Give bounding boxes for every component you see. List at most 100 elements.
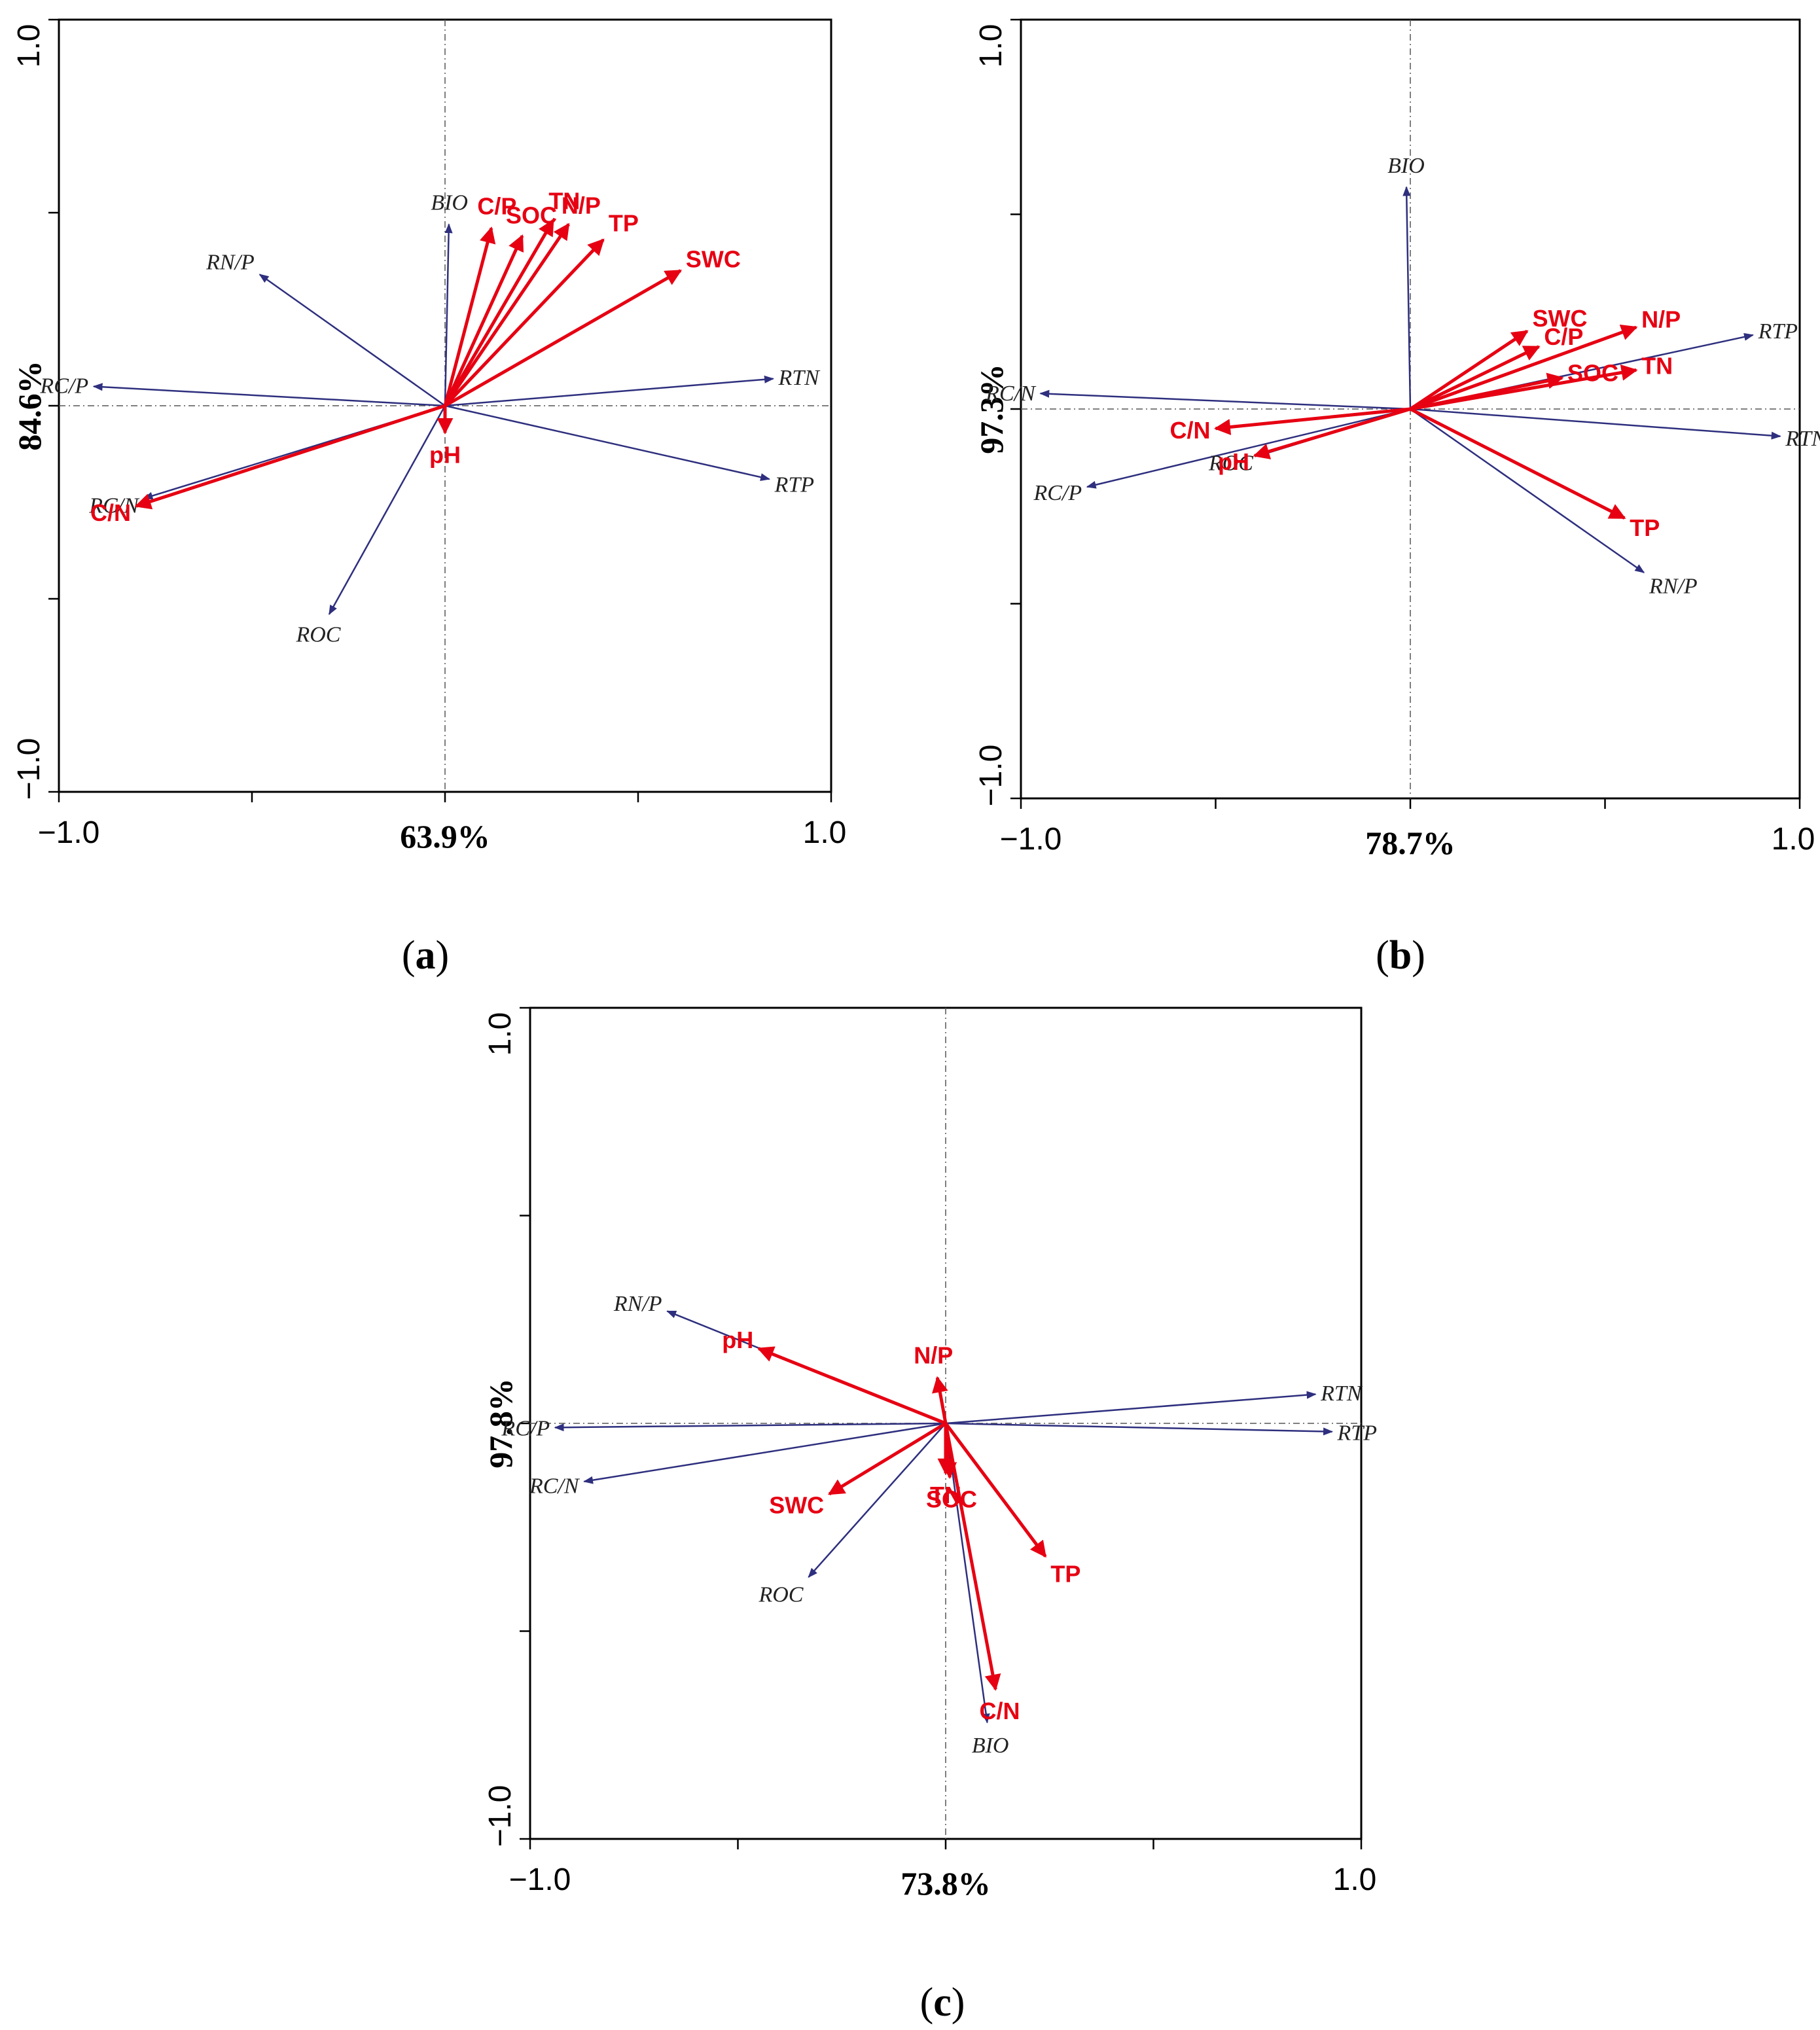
explanatory-label-n-p: N/P xyxy=(562,192,601,219)
panel-a: −1.0 1.0 1.0 −1.0 63.9% 84.6% BIO RN/P RC/P RTN RT… xyxy=(11,18,847,978)
response-vector-rn-p xyxy=(1410,408,1645,573)
response-vector-rc-n xyxy=(583,1422,946,1484)
caption-close: ) xyxy=(1412,933,1425,978)
y-tick-label-min: −1.0 xyxy=(483,1785,518,1847)
explanatory-vector-c-n xyxy=(134,404,446,510)
response-vector-rc-p xyxy=(554,1422,946,1432)
explanatory-vector-n-p xyxy=(1410,324,1638,411)
response-label-rtn: RTN xyxy=(1785,427,1820,451)
explanatory-vector-soc xyxy=(443,234,524,407)
caption-open: ( xyxy=(402,933,416,978)
explanatory-vector-swc xyxy=(828,1421,947,1496)
explanatory-label-n-p: N/P xyxy=(914,1342,953,1369)
explanatory-label-ph: pH xyxy=(429,441,461,468)
explanatory-label-tn: TN xyxy=(548,187,580,214)
explanatory-label-ph: pH xyxy=(722,1327,753,1353)
explanatory-vector-tp xyxy=(944,1422,1047,1558)
x-axis-label: 63.9% xyxy=(400,818,490,855)
y-tick-label-max: 1.0 xyxy=(12,24,46,68)
explanatory-vector-c-p xyxy=(443,226,496,406)
caption-letter: b xyxy=(1389,933,1412,978)
explanatory-label-tp: TP xyxy=(1630,514,1660,541)
response-vector-rn-p xyxy=(259,274,446,407)
explanatory-label-soc: SOC xyxy=(506,202,557,228)
explanatory-label-c-p: C/P xyxy=(477,193,516,220)
response-vector-roc xyxy=(328,405,446,615)
response-label-rc-p: RC/P xyxy=(39,374,88,399)
response-label-rc-n: RC/N xyxy=(985,382,1037,406)
explanatory-vector-c-p xyxy=(1409,345,1541,411)
response-label-rn-p: RN/P xyxy=(1649,574,1698,598)
response-label-rc-n: RC/N xyxy=(88,494,140,518)
x-tick-label-max: 1.0 xyxy=(1772,822,1815,857)
response-vector-bio xyxy=(444,223,453,406)
caption-letter: a xyxy=(416,933,436,978)
explanatory-label-soc: SOC xyxy=(926,1486,977,1512)
caption-open: ( xyxy=(920,1980,934,2025)
caption-letter: c xyxy=(933,1980,952,2025)
response-label-bio: BIO xyxy=(431,191,468,215)
caption-close: ) xyxy=(436,933,450,978)
response-label-rn-p: RN/P xyxy=(613,1292,662,1316)
response-vector-rtn xyxy=(1410,408,1781,440)
explanatory-vector-n-p xyxy=(932,1376,948,1424)
x-tick-label-min: −1.0 xyxy=(509,1862,571,1897)
y-tick-label-max: 1.0 xyxy=(483,1012,518,1056)
explanatory-label-c-p: C/P xyxy=(1544,323,1583,350)
y-axis-label: 97.8% xyxy=(482,1378,519,1469)
explanatory-vector-ph xyxy=(1253,407,1411,459)
response-label-rc-n: RC/N xyxy=(529,1474,580,1498)
response-vector-rtn xyxy=(945,1391,1317,1425)
explanatory-vector-ph xyxy=(757,1346,946,1425)
panel-c: −1.0 1.0 1.0 −1.0 73.8% 97.8% RN/P RC/P RC/N RTN R… xyxy=(482,1006,1377,2025)
explanatory-vector-tn xyxy=(1410,365,1638,411)
explanatory-label-tn: TN xyxy=(1641,353,1673,380)
explanatory-label-c-n: C/N xyxy=(1170,417,1211,444)
y-tick-label-min: −1.0 xyxy=(12,738,46,800)
y-axis-label: 84.6% xyxy=(11,361,48,451)
y-tick-label-min: −1.0 xyxy=(974,745,1008,807)
explanatory-vector-swc xyxy=(444,269,683,408)
response-label-roc: ROC xyxy=(758,1582,803,1607)
response-label-roc: ROC xyxy=(295,622,340,647)
explanatory-label-swc: SWC xyxy=(1533,305,1588,332)
response-label-rtp: RTP xyxy=(1758,319,1798,344)
panel-caption: (c) xyxy=(920,1980,965,2025)
explanatory-vector-c-n xyxy=(1214,407,1411,435)
response-vector-rc-n xyxy=(1039,389,1411,410)
explanatory-vector-c-n xyxy=(944,1423,1001,1691)
response-label-rc-p: RC/P xyxy=(1033,481,1082,505)
y-axis-label: 97.3% xyxy=(973,364,1010,454)
x-axis-label: 73.8% xyxy=(901,1865,991,1902)
explanatory-label-c-n: C/N xyxy=(979,1698,1020,1724)
response-vector-rc-p xyxy=(92,383,446,407)
response-vector-rc-p xyxy=(1086,408,1411,489)
caption-open: ( xyxy=(1376,933,1389,978)
response-label-roc: ROC xyxy=(1208,451,1253,475)
x-tick-label-min: −1.0 xyxy=(1000,822,1062,857)
response-label-rtn: RTN xyxy=(1320,1381,1363,1406)
response-label-rn-p: RN/P xyxy=(205,251,255,275)
explanatory-label-n-p: N/P xyxy=(1641,306,1681,332)
response-label-rc-p: RC/P xyxy=(501,1417,550,1441)
response-label-bio: BIO xyxy=(972,1734,1009,1758)
response-label-rtn: RTN xyxy=(778,366,821,390)
response-vector-bio xyxy=(1402,186,1412,410)
y-tick-label-max: 1.0 xyxy=(974,24,1008,68)
explanatory-vector-n-p xyxy=(443,223,570,407)
explanatory-label-tp: TP xyxy=(1050,1560,1080,1587)
explanatory-label-swc: SWC xyxy=(686,246,741,273)
response-vector-roc xyxy=(808,1423,946,1578)
caption-close: ) xyxy=(952,1980,965,2025)
explanatory-label-tp: TP xyxy=(609,210,639,237)
explanatory-vector-tn xyxy=(443,219,555,407)
explanatory-label-ph: pH xyxy=(1218,448,1249,475)
response-vector-rtn xyxy=(444,375,774,407)
response-vector-rtp xyxy=(444,404,771,481)
x-tick-label-max: 1.0 xyxy=(803,815,847,850)
explanatory-vector-tp xyxy=(444,238,605,407)
panel-b: −1.0 1.0 1.0 −1.0 78.7% 97.3% BIO RC/N RTP RTN RC/… xyxy=(973,18,1820,978)
response-label-rtp: RTP xyxy=(774,473,814,497)
response-vector-rtp xyxy=(945,1422,1334,1436)
